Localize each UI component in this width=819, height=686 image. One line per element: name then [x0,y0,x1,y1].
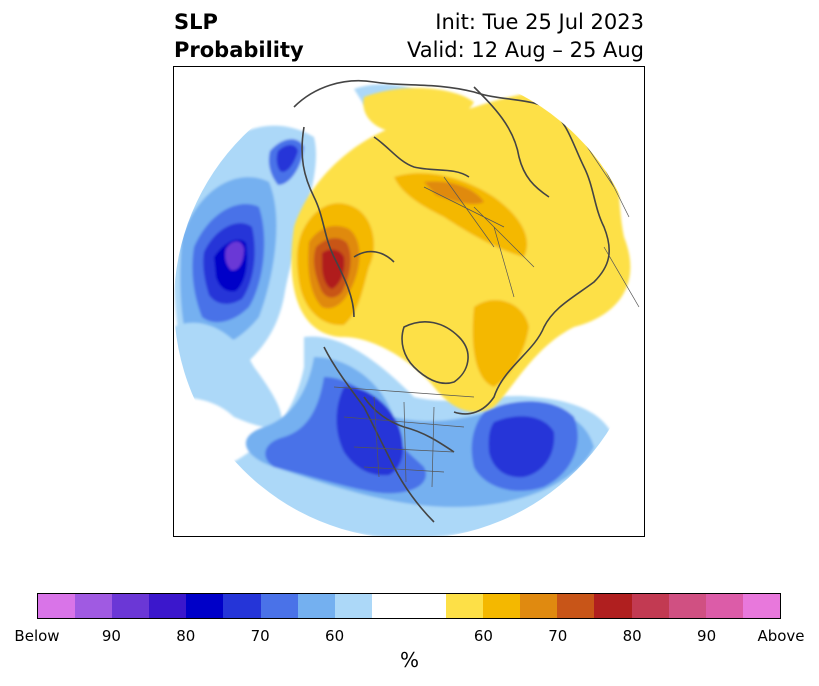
colorbar-segment [38,594,76,618]
init-date: Init: Tue 25 Jul 2023 [435,10,644,34]
polar-map-svg [174,67,644,536]
above-anomaly [291,87,631,412]
colorbar-segment [705,594,743,618]
blue-anomaly-west [174,84,424,397]
colorbar-unit: % [399,648,419,672]
colorbar-segment [149,594,187,618]
colorbar-segment [742,594,780,618]
colorbar-segment [75,594,113,618]
colorbar-tick-label: 70 [548,627,568,645]
colorbar-tick-label: 60 [473,627,493,645]
colorbar-segment [112,594,150,618]
colorbar-tick-label: 90 [697,627,717,645]
colorbar-segment [520,594,558,618]
colorbar-segment [334,594,372,618]
colorbar-segment [594,594,632,618]
colorbar-tick-label: 60 [325,627,345,645]
colorbar-tick-label: 90 [101,627,121,645]
probability-map [173,66,645,537]
colorbar-segment [186,594,224,618]
title-line-1: SLP [174,10,218,34]
colorbar-tick-label: Above [757,627,805,645]
colorbar-tick-label: Below [14,627,60,645]
colorbar-segment [483,594,521,618]
colorbar-segment [223,594,261,618]
colorbar-tick-label: 80 [622,627,642,645]
title-line-2: Probability [174,38,304,62]
colorbar-tick-label: 80 [176,627,196,645]
colorbar-segment [631,594,669,618]
valid-date: Valid: 12 Aug – 25 Aug [406,38,644,62]
chart-title: SLP Probability [174,8,304,64]
colorbar-segment [668,594,706,618]
coastlines [293,79,610,523]
forecast-dates: Init: Tue 25 Jul 2023 Valid: 12 Aug – 25… [407,8,644,64]
colorbar-segment [371,594,447,618]
colorbar-segment [557,594,595,618]
colorbar-segment [446,594,484,618]
colorbar-tick-label: 70 [250,627,270,645]
colorbar-segment [260,594,298,618]
colorbar-ticks: Below 90 80 70 60 60 70 80 90 Above [0,627,819,647]
colorbar-segment [297,594,335,618]
legend-colorbar [37,593,781,619]
blue-anomaly-america [174,322,616,536]
